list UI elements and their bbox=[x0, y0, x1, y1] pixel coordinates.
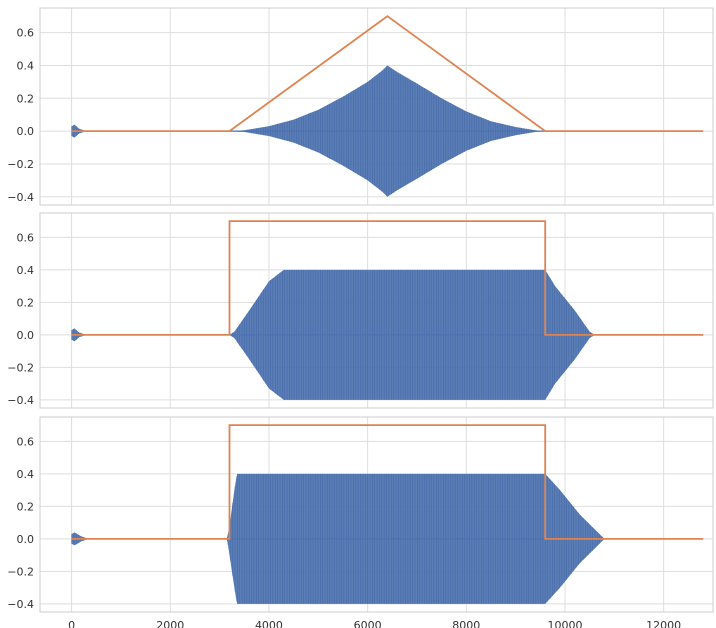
y-tick-label: 0.6 bbox=[17, 27, 35, 40]
plot-frame bbox=[39, 416, 714, 613]
y-tick-label: −0.4 bbox=[7, 598, 34, 611]
y-tick-label: 0.0 bbox=[17, 125, 35, 138]
y-tick-label: −0.4 bbox=[7, 191, 34, 204]
y-tick-label: 0.2 bbox=[17, 296, 35, 309]
y-tick-label: 0.4 bbox=[17, 264, 35, 277]
series-envelope-line bbox=[71, 15, 704, 132]
y-tick-label: 0.4 bbox=[17, 468, 35, 481]
chart-panel-1: −0.4 −0.2 0.0 0.2 0.4 0.6 bbox=[7, 7, 714, 206]
chart-panel-3: −0.4 −0.2 0.0 0.2 0.4 0.6 0 2000 4000 6000 8000 100… bbox=[7, 416, 714, 628]
y-tick-label: 0.6 bbox=[17, 435, 35, 448]
x-tick-label: 8000 bbox=[452, 619, 480, 628]
x-tick-label: 0 bbox=[68, 619, 75, 628]
y-tick-label: 0.6 bbox=[17, 231, 35, 244]
plot-frame bbox=[39, 7, 714, 206]
series-envelope-line bbox=[71, 424, 704, 540]
x-tick-label: 4000 bbox=[255, 619, 283, 628]
chart-panel-2: −0.4 −0.2 0.0 0.2 0.4 0.6 bbox=[7, 212, 714, 409]
y-tick-label: −0.2 bbox=[7, 361, 34, 374]
y-tick-label: 0.0 bbox=[17, 533, 35, 546]
x-tick-label: 10000 bbox=[547, 619, 582, 628]
x-tick-label: 2000 bbox=[156, 619, 184, 628]
y-tick-label: 0.4 bbox=[17, 59, 35, 72]
y-tick-label: 0.2 bbox=[17, 92, 35, 105]
y-tick-label: −0.4 bbox=[7, 394, 34, 407]
y-tick-label: 0.2 bbox=[17, 500, 35, 513]
plot-frame bbox=[39, 212, 714, 409]
x-tick-label: 12000 bbox=[646, 619, 681, 628]
y-tick-label: −0.2 bbox=[7, 565, 34, 578]
series-envelope-line bbox=[71, 220, 704, 336]
x-tick-label: 6000 bbox=[354, 619, 382, 628]
y-tick-label: 0.0 bbox=[17, 329, 35, 342]
y-tick-label: −0.2 bbox=[7, 158, 34, 171]
